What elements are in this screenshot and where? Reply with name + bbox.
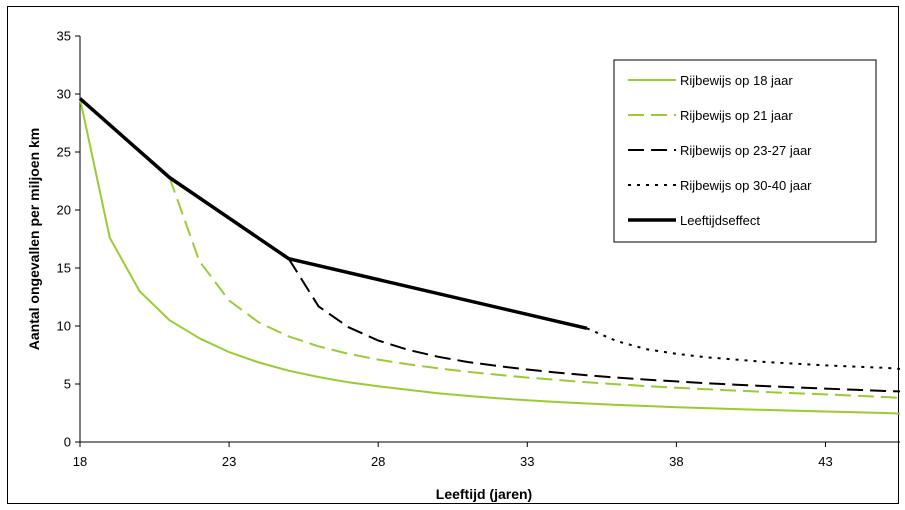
series-line-3 (287, 258, 901, 393)
legend-label-4: Rijbewijs op 30-40 jaar (680, 178, 812, 193)
y-tick-label: 20 (57, 203, 71, 218)
legend-label-1: Rijbewijs op 18 jaar (680, 73, 793, 88)
legend-label-2: Rijbewijs op 21 jaar (680, 108, 793, 123)
y-tick-label: 30 (57, 87, 71, 102)
x-tick-label: 18 (73, 454, 87, 469)
x-tick-label: 38 (669, 454, 683, 469)
legend-label-3: Rijbewijs op 23-27 jaar (680, 143, 812, 158)
x-axis-title: Leeftijd (jaren) (436, 486, 532, 502)
series-line-5 (78, 97, 588, 331)
legend: Rijbewijs op 18 jaar Rijbewijs op 21 jaar… (613, 59, 877, 243)
legend-label-5: Leeftijdseffect (680, 213, 760, 228)
series-line-4 (586, 327, 901, 370)
series-line-2 (168, 177, 901, 399)
x-tick-label: 23 (222, 454, 236, 469)
series-line-1 (79, 98, 901, 415)
y-tick-label: 5 (64, 377, 71, 392)
x-tick-label: 33 (520, 454, 534, 469)
series-layer (78, 97, 901, 415)
y-tick-label: 10 (57, 319, 71, 334)
y-tick-label: 15 (57, 261, 71, 276)
y-tick-label: 25 (57, 145, 71, 160)
x-tick-label: 28 (371, 454, 385, 469)
y-axis-title: Aantal ongevallen per miljoen km (26, 128, 42, 351)
axes: 0 5 10 15 20 25 30 35 18 23 28 33 38 43 Leeftijd (jare… (26, 29, 900, 502)
x-tick-label: 43 (818, 454, 832, 469)
y-tick-label: 0 (64, 435, 71, 450)
y-tick-label: 35 (57, 29, 71, 44)
